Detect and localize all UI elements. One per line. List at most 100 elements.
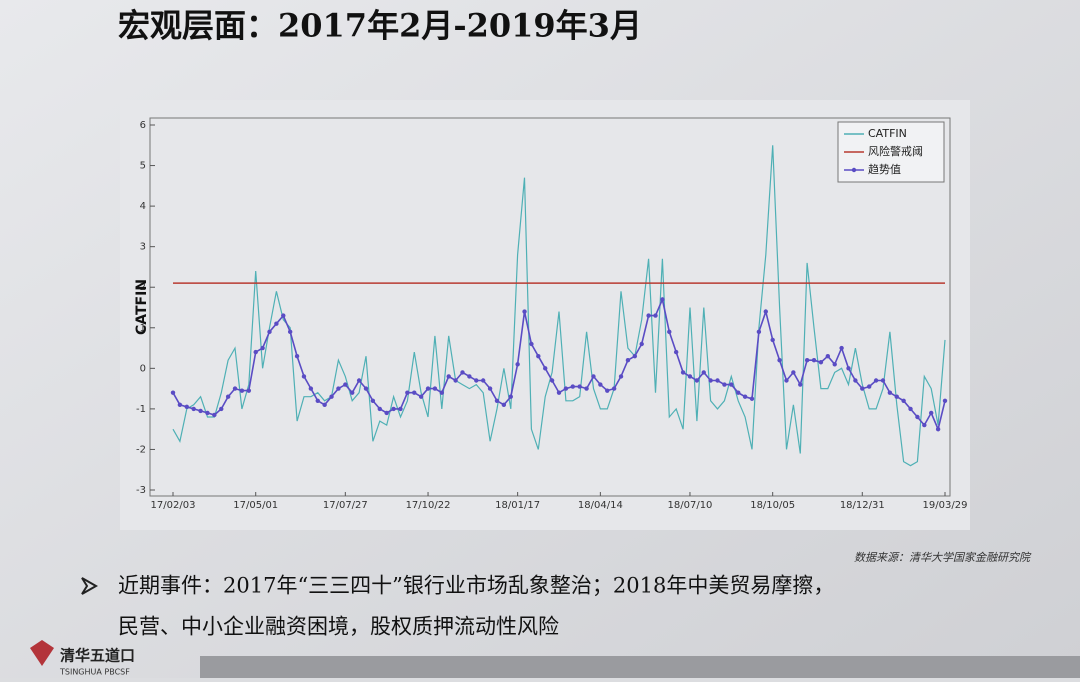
series-marker — [350, 390, 355, 395]
series-marker — [508, 394, 513, 399]
y-tick-label: 1 — [140, 323, 146, 334]
series-marker — [301, 374, 307, 379]
series-marker — [639, 341, 644, 347]
logo-name: 清华五道口 — [60, 647, 135, 665]
bullet-text: 民营、中小企业融资困境，股权质押流动性风险 — [118, 615, 559, 639]
series-marker — [246, 388, 252, 393]
series-marker — [832, 362, 837, 367]
x-tick-label: 19/03/29 — [923, 500, 968, 511]
series-marker — [894, 394, 899, 399]
legend-marker — [851, 167, 857, 173]
legend-label: 风险警戒阈 — [868, 144, 923, 158]
series-marker — [804, 358, 810, 363]
x-tick-label: 18/10/05 — [750, 500, 795, 511]
x-tick-label: 18/04/14 — [578, 500, 623, 511]
series-marker — [391, 406, 396, 412]
series-marker — [742, 394, 748, 399]
logo-mark — [30, 640, 54, 666]
series-marker — [818, 360, 824, 365]
x-tick-label: 18/07/10 — [668, 500, 713, 511]
series-marker — [274, 321, 279, 326]
series-marker — [777, 358, 782, 363]
series-marker — [370, 398, 376, 403]
series-line — [172, 145, 946, 467]
series-marker — [701, 370, 706, 375]
series-marker — [866, 384, 872, 389]
series-marker — [329, 394, 334, 399]
y-tick-label: 5 — [140, 161, 146, 172]
series-marker — [784, 378, 789, 383]
bullet-arrow — [81, 577, 99, 595]
series-marker — [384, 410, 389, 416]
x-tick-label: 17/02/03 — [151, 500, 196, 511]
x-tick-label: 17/05/01 — [233, 500, 278, 511]
series-marker — [625, 358, 631, 363]
series-marker — [763, 309, 768, 314]
series-marker — [287, 329, 293, 335]
series-marker — [522, 309, 527, 314]
series-marker — [584, 386, 589, 391]
y-tick-label: -2 — [136, 444, 146, 455]
series-marker — [294, 353, 300, 359]
series-marker — [729, 382, 734, 387]
series-marker — [487, 386, 493, 391]
plot-frame — [149, 117, 951, 497]
footer-bar — [200, 656, 1080, 678]
series-marker — [543, 366, 548, 371]
series-marker — [536, 353, 541, 359]
series-marker — [591, 374, 596, 379]
y-tick-label: 6 — [140, 120, 146, 131]
series-marker — [887, 390, 893, 395]
series-marker — [880, 378, 886, 383]
series-marker — [453, 378, 458, 383]
series-marker — [501, 402, 507, 408]
series-marker — [405, 390, 410, 395]
series-marker — [632, 353, 638, 359]
series-marker — [570, 384, 575, 389]
series-marker — [494, 398, 500, 403]
series-marker — [529, 341, 534, 347]
y-tick-label: -3 — [136, 485, 146, 496]
series-marker — [715, 378, 720, 383]
series-marker — [198, 408, 203, 414]
series-marker — [770, 337, 775, 343]
series-marker — [439, 390, 445, 395]
series-marker — [474, 378, 479, 383]
series-marker — [260, 345, 265, 351]
series-marker — [460, 370, 465, 375]
series-marker — [798, 382, 803, 387]
y-axis-label: CATFIN — [134, 279, 150, 335]
series-marker — [412, 390, 417, 395]
series-marker — [611, 386, 617, 391]
series-marker — [343, 382, 348, 387]
series-marker — [687, 374, 693, 379]
series-marker — [667, 329, 672, 335]
series-marker — [467, 374, 472, 379]
series-marker — [708, 378, 713, 383]
y-tick-label: -1 — [136, 404, 146, 415]
series-marker — [736, 390, 741, 395]
series-marker — [425, 386, 431, 391]
series-marker — [322, 402, 327, 408]
series-marker — [873, 378, 879, 383]
series-marker — [908, 406, 913, 412]
x-tick-label: 17/10/22 — [406, 500, 451, 511]
series-marker — [825, 353, 831, 359]
series-marker — [694, 378, 700, 383]
series-marker — [935, 426, 941, 432]
series-marker — [239, 388, 245, 393]
series-marker — [942, 398, 948, 403]
series-marker — [577, 384, 582, 389]
series-marker — [225, 394, 231, 399]
series-marker — [646, 313, 651, 318]
series-marker — [929, 410, 934, 416]
series-marker — [170, 390, 176, 395]
series-marker — [922, 422, 927, 428]
series-marker — [915, 414, 920, 420]
x-tick-label: 18/01/17 — [495, 500, 540, 511]
y-tick-label: 0 — [140, 363, 146, 374]
y-tick-label: 2 — [140, 282, 146, 293]
slide-title: 宏观层面：2017年2月-2019年3月 — [118, 7, 642, 45]
series-marker — [660, 297, 665, 302]
